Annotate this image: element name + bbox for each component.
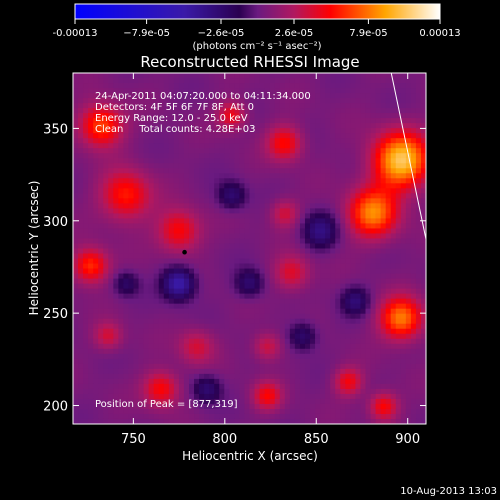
colorbar-tick-label: 2.6e-05	[275, 28, 313, 39]
annotation-detectors: Detectors: 4F 5F 6F 7F 8F, Att 0	[95, 102, 254, 113]
colorbar-tick-label: 0.00013	[419, 28, 460, 39]
x-tick-label: 800	[212, 432, 237, 447]
annotation-energy-range: Energy Range: 12.0 - 25.0 keV	[95, 113, 248, 124]
y-axis-label: Heliocentric Y (arcsec)	[27, 181, 41, 316]
annotation-peak-position: Position of Peak = [877,319]	[95, 399, 238, 410]
y-tick-label: 300	[43, 215, 68, 230]
solar-limb-line	[390, 72, 427, 240]
colorbar-tick-label: −7.9e-05	[123, 28, 170, 39]
plot-timestamp: 10-Aug-2013 13:03	[400, 486, 497, 497]
colorbar-ticks: -0.00013 −7.9e-05 −2.6e-05 2.6e-05 7.9e-05 0.…	[53, 19, 461, 39]
annotation-time-range: 24-Apr-2011 04:07:20.000 to 04:11:34.000	[95, 91, 311, 102]
colorbar-tick-label: -0.00013	[53, 28, 98, 39]
x-tick-label: 850	[304, 432, 329, 447]
heatmap-image	[73, 73, 426, 424]
annotation-counts: Clean Total counts: 4.28E+03	[95, 124, 255, 135]
peak-marker	[182, 249, 187, 255]
y-tick-label: 350	[43, 122, 68, 137]
chart-title: Reconstructed RHESSI Image	[140, 53, 359, 71]
colorbar: -0.00013 −7.9e-05 −2.6e-05 2.6e-05 7.9e-05 0.…	[53, 3, 461, 52]
plot-frame	[72, 72, 427, 425]
colorbar-tick-label: 7.9e-05	[349, 28, 387, 39]
colorbar-tick-label: −2.6e-05	[198, 28, 245, 39]
colorbar-units-label: (photons cm⁻² s⁻¹ asec⁻²)	[192, 41, 321, 52]
annotations: 24-Apr-2011 04:07:20.000 to 04:11:34.000…	[95, 91, 311, 410]
x-tick-label: 750	[121, 432, 146, 447]
plot-area: 750 800 850 900 200 250 300 350	[43, 72, 427, 447]
axis-ticks: 750 800 850 900 200 250 300 350	[43, 73, 426, 447]
x-axis-label: Heliocentric X (arcsec)	[182, 449, 318, 463]
y-tick-label: 200	[43, 400, 68, 415]
y-tick-label: 250	[43, 307, 68, 322]
colorbar-gradient	[74, 3, 441, 20]
x-tick-label: 900	[395, 432, 420, 447]
